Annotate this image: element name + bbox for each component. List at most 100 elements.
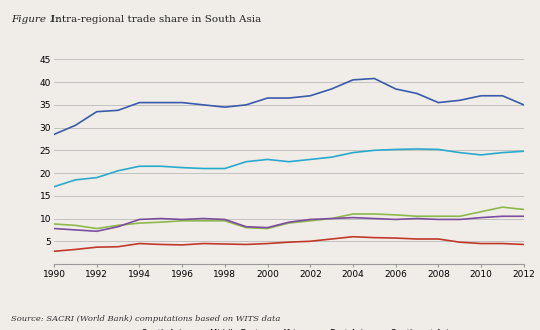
East Asia xyxy=(414,91,420,95)
Middle East xyxy=(115,223,122,227)
South Asia xyxy=(414,237,420,241)
Middle East xyxy=(200,219,207,223)
Southeast Asia xyxy=(521,149,527,153)
East Asia xyxy=(221,105,228,109)
East Asia xyxy=(286,96,292,100)
South Asia xyxy=(136,242,143,246)
Southeast Asia xyxy=(307,157,314,161)
Southeast Asia xyxy=(393,148,399,151)
Middle East xyxy=(499,205,505,209)
South Asia xyxy=(393,236,399,240)
South Asia xyxy=(371,236,377,240)
Southeast Asia xyxy=(51,185,57,189)
East Asia xyxy=(200,103,207,107)
Line: Southeast Asia: Southeast Asia xyxy=(54,149,524,187)
East Asia xyxy=(521,103,527,107)
Legend: South Asia, Middle East, Africa, East Asia, Southeast Asia: South Asia, Middle East, Africa, East As… xyxy=(120,325,457,330)
Africa xyxy=(93,229,100,233)
South Asia xyxy=(200,242,207,246)
South Asia xyxy=(478,242,484,246)
Southeast Asia xyxy=(136,164,143,168)
Africa xyxy=(200,216,207,220)
Africa xyxy=(264,226,271,230)
Africa xyxy=(521,214,527,218)
Line: South Asia: South Asia xyxy=(54,237,524,251)
Middle East xyxy=(158,220,164,224)
East Asia xyxy=(51,132,57,136)
Africa xyxy=(115,225,122,229)
East Asia xyxy=(456,98,463,102)
East Asia xyxy=(435,101,442,105)
Southeast Asia xyxy=(179,166,185,170)
South Asia xyxy=(221,242,228,246)
South Asia xyxy=(51,249,57,253)
South Asia xyxy=(179,243,185,247)
East Asia xyxy=(115,108,122,112)
Southeast Asia xyxy=(286,160,292,164)
Middle East xyxy=(93,227,100,231)
Southeast Asia xyxy=(456,150,463,154)
Line: East Asia: East Asia xyxy=(54,79,524,134)
Middle East xyxy=(435,214,442,218)
Middle East xyxy=(179,219,185,223)
East Asia xyxy=(158,101,164,105)
Middle East xyxy=(136,221,143,225)
Middle East xyxy=(350,212,356,216)
Africa xyxy=(136,217,143,221)
Middle East xyxy=(264,227,271,231)
Africa xyxy=(221,217,228,221)
Middle East xyxy=(72,223,79,227)
South Asia xyxy=(350,235,356,239)
Africa xyxy=(328,216,335,220)
Africa xyxy=(371,216,377,220)
South Asia xyxy=(521,243,527,247)
Middle East xyxy=(221,219,228,223)
South Asia xyxy=(264,242,271,246)
Middle East xyxy=(393,213,399,217)
East Asia xyxy=(328,87,335,91)
East Asia xyxy=(72,123,79,127)
East Asia xyxy=(393,87,399,91)
East Asia xyxy=(350,78,356,82)
Middle East xyxy=(371,212,377,216)
Southeast Asia xyxy=(435,148,442,151)
South Asia xyxy=(435,237,442,241)
South Asia xyxy=(499,242,505,246)
Africa xyxy=(478,215,484,219)
Africa xyxy=(456,217,463,221)
South Asia xyxy=(328,237,335,241)
Southeast Asia xyxy=(200,167,207,171)
South Asia xyxy=(286,240,292,244)
Line: Middle East: Middle East xyxy=(54,207,524,229)
Middle East xyxy=(51,222,57,226)
South Asia xyxy=(115,245,122,249)
Africa xyxy=(72,228,79,232)
Southeast Asia xyxy=(499,150,505,154)
South Asia xyxy=(307,239,314,243)
Southeast Asia xyxy=(371,148,377,152)
Africa xyxy=(414,216,420,220)
East Asia xyxy=(243,103,249,107)
Southeast Asia xyxy=(350,150,356,154)
Middle East xyxy=(286,221,292,225)
Africa xyxy=(51,227,57,231)
Southeast Asia xyxy=(72,178,79,182)
Africa xyxy=(179,217,185,221)
East Asia xyxy=(264,96,271,100)
Text: Intra-regional trade share in South Asia: Intra-regional trade share in South Asia xyxy=(51,15,261,24)
Southeast Asia xyxy=(414,147,420,151)
Africa xyxy=(243,225,249,229)
Middle East xyxy=(478,210,484,214)
Text: Figure 1:: Figure 1: xyxy=(11,15,63,24)
Middle East xyxy=(307,219,314,223)
Africa xyxy=(393,217,399,221)
Middle East xyxy=(414,214,420,218)
East Asia xyxy=(307,94,314,98)
Africa xyxy=(350,215,356,219)
South Asia xyxy=(456,240,463,244)
Africa xyxy=(158,216,164,220)
Southeast Asia xyxy=(158,164,164,168)
Middle East xyxy=(328,216,335,220)
East Asia xyxy=(499,94,505,98)
Southeast Asia xyxy=(328,155,335,159)
